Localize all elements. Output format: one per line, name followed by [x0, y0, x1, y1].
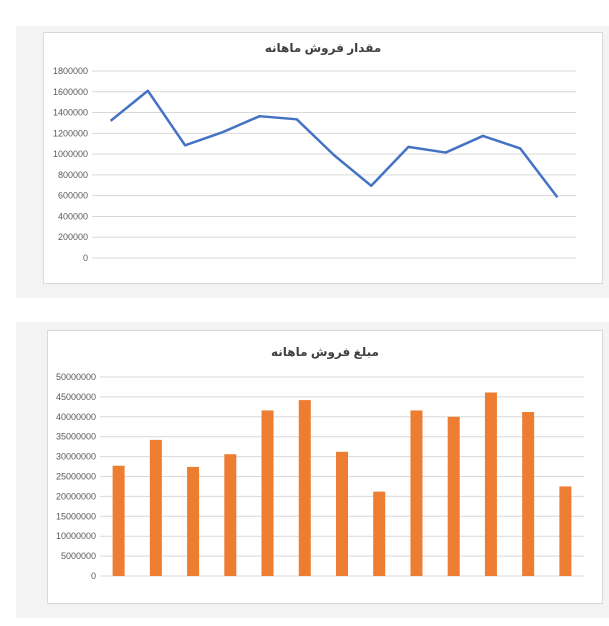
- y-tick-label: 45000000: [56, 392, 96, 402]
- y-tick-label: 200000: [58, 232, 88, 242]
- y-tick-label: 30000000: [56, 452, 96, 462]
- line-chart-area[interactable]: مقدار فروش ماهانه 1800000 1600000 1400000 1…: [43, 32, 603, 284]
- y-tick-label: 1400000: [53, 108, 88, 118]
- line-point[interactable]: [146, 89, 150, 93]
- bar[interactable]: [261, 410, 274, 576]
- y-tick-label: 40000000: [56, 412, 96, 422]
- y-tick-label: 15000000: [56, 511, 96, 521]
- y-tick-label: 25000000: [56, 472, 96, 482]
- line-point[interactable]: [109, 119, 113, 123]
- y-tick-label: 35000000: [56, 432, 96, 442]
- line-point[interactable]: [332, 153, 336, 157]
- bar[interactable]: [149, 439, 162, 576]
- bar-chart-title: مبلغ فروش ماهانه: [271, 345, 379, 359]
- line-series[interactable]: [109, 89, 559, 198]
- line-point[interactable]: [183, 143, 187, 147]
- bar[interactable]: [484, 392, 497, 576]
- y-tick-label: 800000: [58, 170, 88, 180]
- y-tick-label: 400000: [58, 211, 88, 221]
- bar[interactable]: [410, 410, 423, 576]
- bar-chart-area[interactable]: مبلغ فروش ماهانه 50000000 45000000 4000000…: [47, 330, 603, 604]
- line-point[interactable]: [295, 117, 299, 121]
- y-tick-label: 1800000: [53, 66, 88, 76]
- bar[interactable]: [298, 400, 311, 576]
- line-point[interactable]: [220, 130, 224, 134]
- line-point[interactable]: [406, 145, 410, 149]
- bar[interactable]: [522, 412, 535, 576]
- y-tick-label: 5000000: [61, 551, 96, 561]
- line-chart-title: مقدار فروش ماهانه: [264, 41, 382, 55]
- line-point[interactable]: [369, 184, 373, 188]
- line-point[interactable]: [481, 134, 485, 138]
- y-tick-label: 0: [91, 571, 96, 581]
- line-chart-svg: 1800000 1600000 1400000 1200000 1000000 80000…: [53, 66, 576, 263]
- y-tick-label: 0: [83, 253, 88, 263]
- line-point[interactable]: [258, 114, 262, 118]
- y-tick-label: 1000000: [53, 149, 88, 159]
- bar[interactable]: [373, 491, 386, 576]
- y-tick-label: 10000000: [56, 531, 96, 541]
- bar-chart-svg: 5000000045000000400000003500000030000000…: [56, 372, 584, 581]
- y-tick-label: 50000000: [56, 372, 96, 382]
- line-point[interactable]: [444, 151, 448, 155]
- bar[interactable]: [336, 451, 348, 576]
- line-point[interactable]: [518, 146, 522, 150]
- bar[interactable]: [187, 466, 200, 576]
- line-point[interactable]: [555, 195, 559, 199]
- bar[interactable]: [559, 486, 572, 576]
- y-tick-label: 1600000: [53, 87, 88, 97]
- y-tick-label: 600000: [58, 191, 88, 201]
- bar[interactable]: [224, 454, 237, 576]
- bar[interactable]: [447, 416, 460, 576]
- y-tick-label: 1200000: [53, 128, 88, 138]
- bar[interactable]: [112, 465, 125, 576]
- y-tick-label: 20000000: [56, 491, 96, 501]
